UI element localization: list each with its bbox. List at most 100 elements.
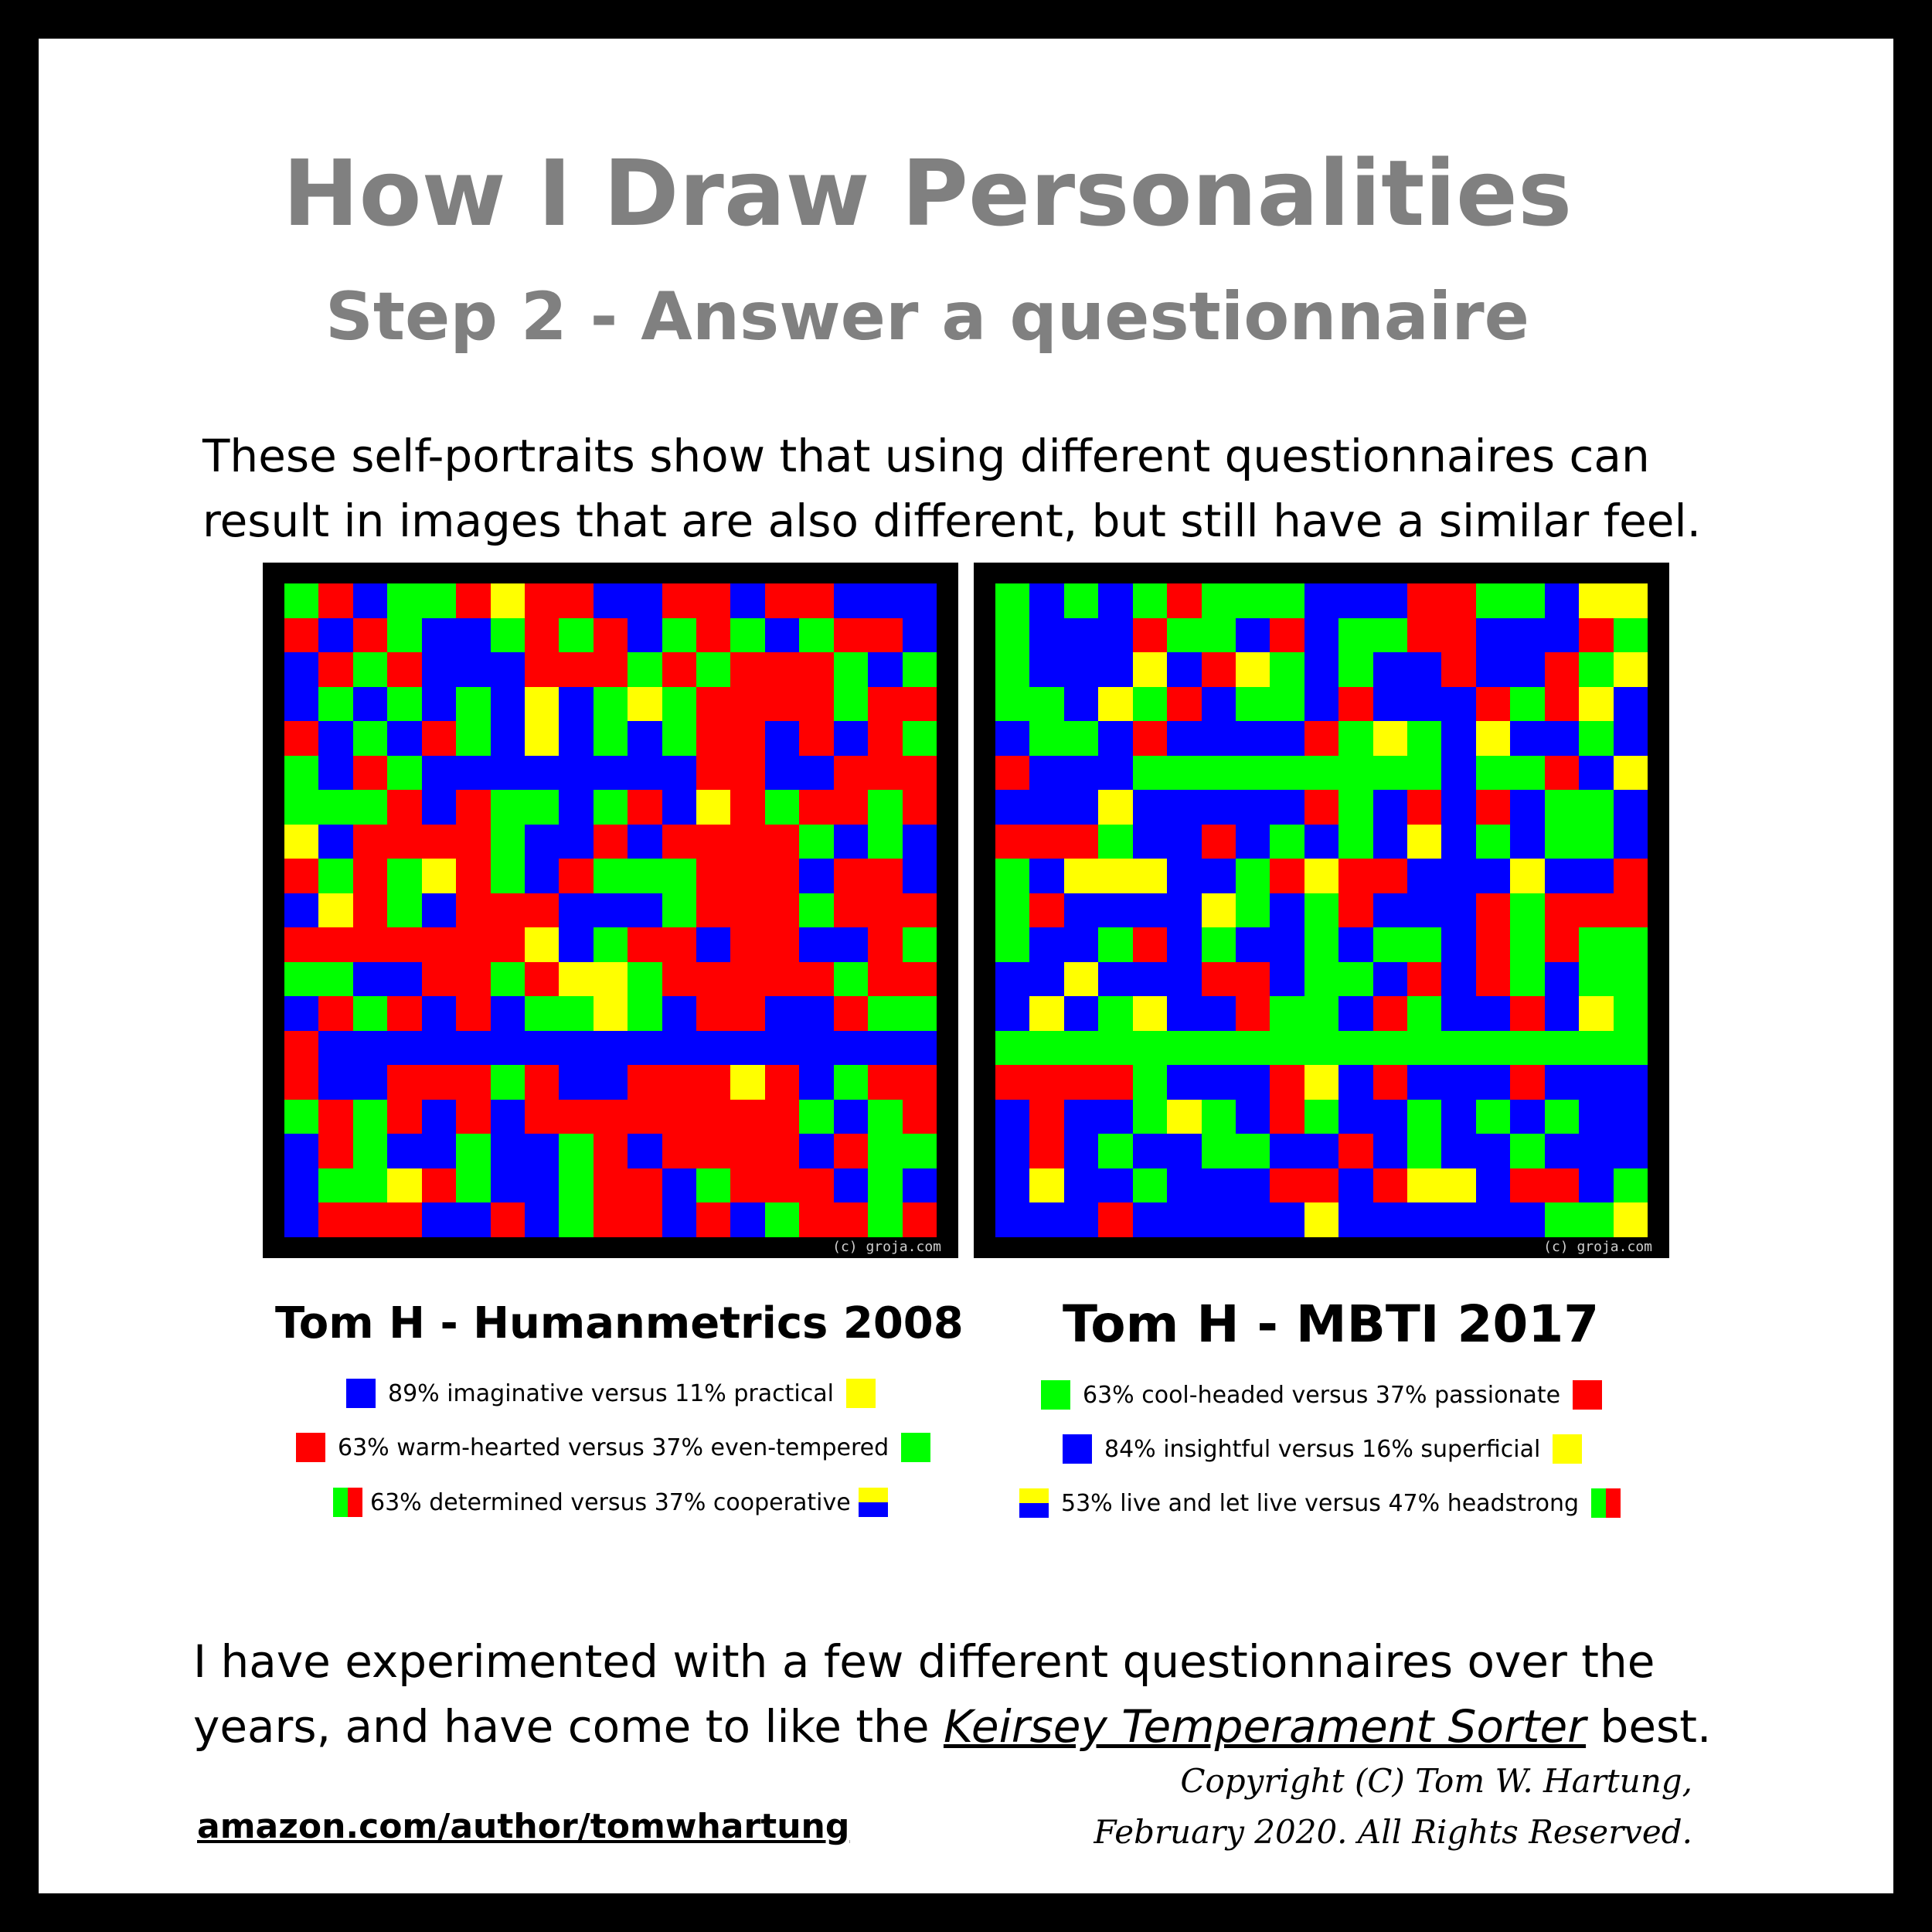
grid-cell: [1407, 755, 1442, 791]
grid-cell: [1407, 1099, 1442, 1134]
grid-cell: [524, 721, 560, 756]
grid-cell: [662, 1030, 697, 1066]
grid-cell: [1029, 1065, 1064, 1100]
grid-cell: [1201, 893, 1236, 928]
grid-cell: [387, 790, 422, 825]
grid-cell: [593, 617, 628, 653]
grid-cell: [799, 824, 834, 859]
grid-cell: [284, 721, 319, 756]
grid-cell: [696, 1134, 731, 1168]
grid-cell: [1407, 790, 1442, 825]
grid-cell: [318, 1030, 353, 1066]
portrait-mbti: (c) groja.com: [974, 563, 1669, 1258]
grid-cell: [730, 1202, 765, 1237]
grid-cell: [456, 961, 491, 997]
watermark: (c) groja.com: [832, 1239, 941, 1255]
grid-cell: [868, 859, 903, 893]
grid-cell: [799, 583, 834, 618]
grid-cell: [1304, 790, 1339, 825]
grid-cell: [1510, 927, 1545, 962]
grid-cell: [1441, 927, 1476, 962]
grid-cell: [764, 617, 800, 653]
grid-cell: [387, 1134, 422, 1168]
grid-cell: [593, 1099, 628, 1134]
grid-cell: [1098, 961, 1133, 997]
grid-cell: [833, 790, 869, 825]
grid-cell: [559, 996, 594, 1031]
grid-cell: [421, 1202, 457, 1237]
grid-cell: [421, 617, 457, 653]
grid-cell: [1235, 755, 1270, 791]
grid-cell: [1510, 893, 1545, 928]
grid-cell: [1063, 790, 1099, 825]
grid-cell: [1132, 961, 1168, 997]
grid-cell: [421, 1134, 457, 1168]
grid-cell: [593, 824, 628, 859]
outro-line-2-prefix: years, and have come to like the: [193, 1700, 944, 1753]
grid-cell: [421, 755, 457, 791]
grid-cell: [1235, 721, 1270, 756]
grid-cell: [1201, 1202, 1236, 1237]
grid-cell: [284, 1168, 319, 1203]
grid-cell: [1510, 721, 1545, 756]
grid-cell: [421, 652, 457, 687]
grid-cell: [995, 652, 1030, 687]
grid-cell: [1338, 617, 1373, 653]
grid-cell: [1475, 790, 1511, 825]
intro-line-1: These self-portraits show that using dif…: [202, 430, 1650, 482]
grid-cell: [1132, 652, 1168, 687]
grid-cell: [833, 755, 869, 791]
grid-cell: [1235, 961, 1270, 997]
grid-cell: [559, 790, 594, 825]
grid-cell: [833, 1202, 869, 1237]
grid-cell: [995, 1065, 1030, 1100]
grid-cell: [799, 961, 834, 997]
grid-cell: [1201, 824, 1236, 859]
grid-cell: [387, 927, 422, 962]
page: How I Draw Personalities Step 2 - Answer…: [39, 39, 1893, 1893]
grid-cell: [1270, 1030, 1304, 1066]
grid-cell: [1579, 1168, 1614, 1203]
blue-swatch: [1063, 1434, 1092, 1464]
grid-cell: [730, 961, 765, 997]
grid-cell: [1132, 1202, 1168, 1237]
grid-cell: [1441, 686, 1476, 722]
grid-cell: [995, 583, 1030, 618]
grid-cell: [833, 583, 869, 618]
grid-cell: [1579, 961, 1614, 997]
legend-text: 63% warm-hearted versus 37% even-tempere…: [338, 1434, 889, 1461]
grid-cell: [284, 583, 319, 618]
grid-cell: [1475, 1030, 1511, 1066]
grid-cell: [799, 686, 834, 722]
grid-cell: [1407, 1134, 1442, 1168]
green-red-swatch: [333, 1488, 362, 1517]
grid-cell: [1613, 1065, 1648, 1100]
grid-cell: [628, 1099, 662, 1134]
grid-cell: [730, 652, 765, 687]
grid-cell: [284, 893, 319, 928]
grid-cell: [1372, 961, 1408, 997]
grid-cell: [559, 893, 594, 928]
grid-cell: [1063, 996, 1099, 1031]
grid-cell: [1510, 859, 1545, 893]
grid-cell: [318, 652, 353, 687]
grid-cell: [1063, 755, 1099, 791]
grid-cell: [730, 1030, 765, 1066]
grid-cell: [1201, 1134, 1236, 1168]
amazon-author-link[interactable]: amazon.com/author/tomwhartung: [197, 1807, 850, 1846]
grid-cell: [524, 1030, 560, 1066]
grid-cell: [833, 1134, 869, 1168]
keirsey-link[interactable]: Keirsey Temperament Sorter: [943, 1700, 1587, 1753]
grid-cell: [593, 893, 628, 928]
grid-cell: [1510, 824, 1545, 859]
grid-cell: [1029, 617, 1064, 653]
grid-cell: [559, 859, 594, 893]
grid-cell: [799, 652, 834, 687]
grid-cell: [1613, 927, 1648, 962]
grid-cell: [902, 755, 937, 791]
grid-cell: [833, 927, 869, 962]
grid-cell: [284, 755, 319, 791]
grid-cell: [1029, 859, 1064, 893]
grid-cell: [1475, 755, 1511, 791]
grid-cell: [524, 755, 560, 791]
